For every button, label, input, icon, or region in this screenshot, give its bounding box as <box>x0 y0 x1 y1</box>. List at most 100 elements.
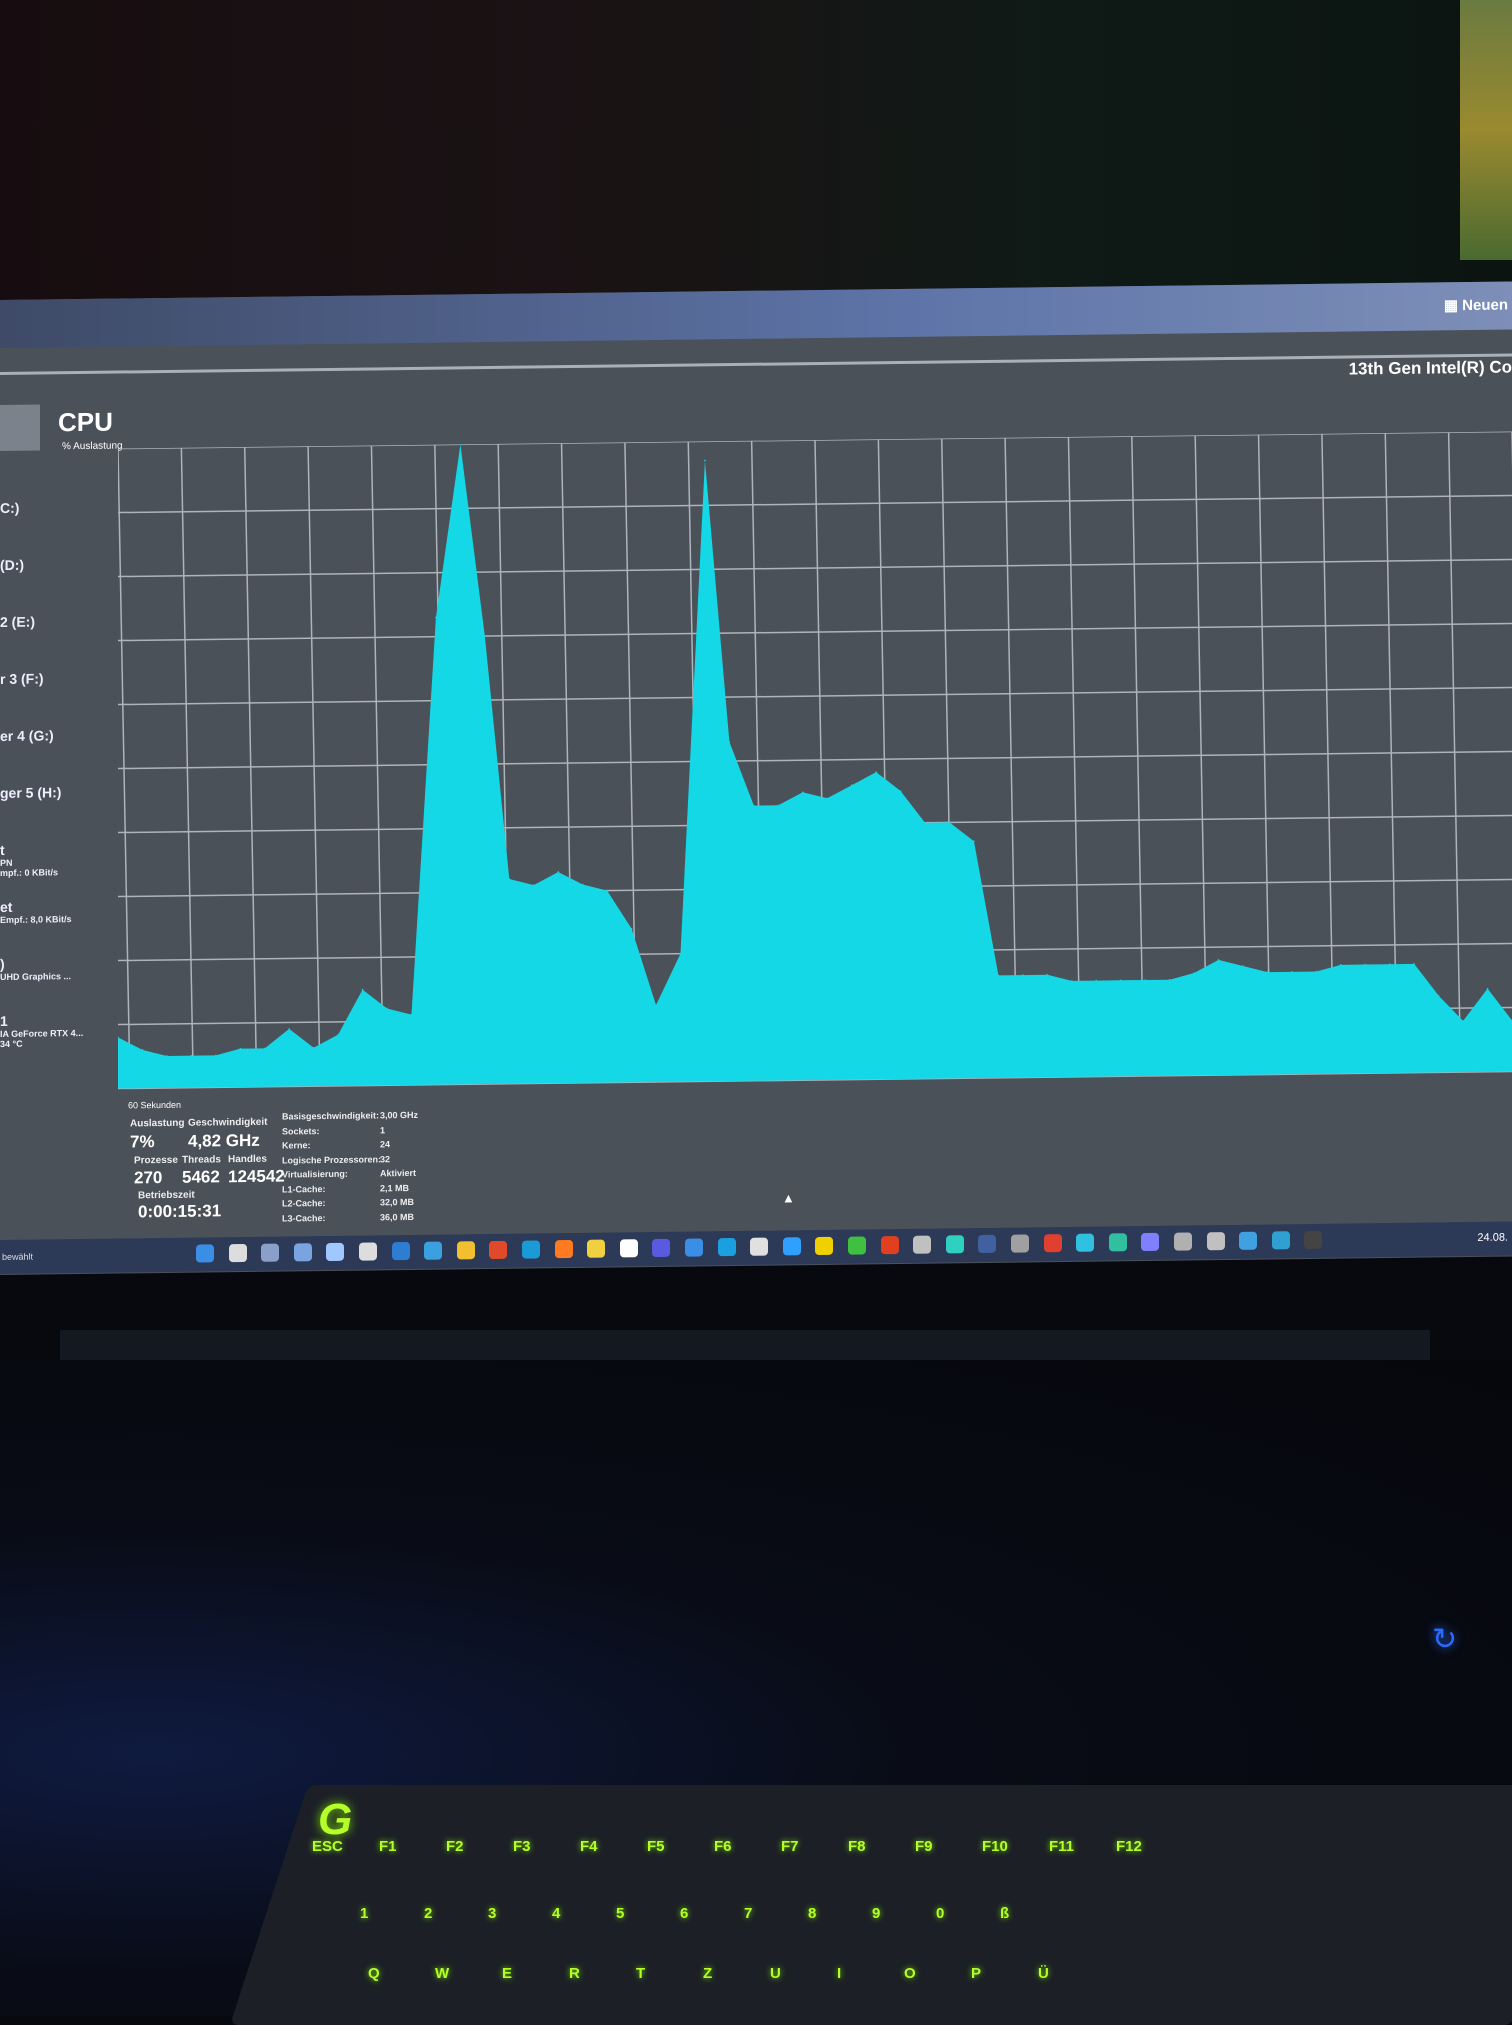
key: Q <box>368 1965 380 1982</box>
data-point <box>728 741 731 743</box>
taskbar-app-icon[interactable] <box>978 1234 997 1254</box>
data-point <box>459 443 462 446</box>
cpu-usage-area <box>118 444 1512 1089</box>
spec-value: Aktiviert <box>380 1167 417 1179</box>
key: F11 <box>1049 1838 1075 1855</box>
sidebar-item[interactable]: 2 (E:) <box>0 614 35 630</box>
sidebar-item[interactable]: ) UHD Graphics ... <box>0 955 71 982</box>
taskbar-app-icon[interactable] <box>913 1235 932 1254</box>
taskbar-app-icon[interactable] <box>652 1238 671 1258</box>
taskbar-app-icon[interactable] <box>1206 1232 1225 1251</box>
monitor-screen: ▦ Neuen 13th Gen Intel(R) Co C:) (D:) 2 (E… <box>0 281 1512 1276</box>
data-point <box>1462 1020 1464 1022</box>
spec-value: 3,00 GHz <box>380 1109 419 1121</box>
spec-key: Basisgeschwindigkeit: <box>282 1110 380 1122</box>
key: F2 <box>446 1838 464 1855</box>
taskbar-app-icon[interactable] <box>261 1243 280 1262</box>
taskbar-app-icon[interactable] <box>685 1238 703 1257</box>
data-point <box>166 1055 168 1057</box>
taskbar-app-icon[interactable] <box>391 1241 410 1261</box>
key: Z <box>703 1965 713 1982</box>
data-point <box>1046 974 1049 976</box>
new-task-button[interactable]: ▦ Neuen <box>1443 296 1508 315</box>
sidebar-item[interactable]: ger 5 (H:) <box>0 784 61 801</box>
data-point <box>753 804 755 807</box>
data-point <box>1095 979 1098 982</box>
sidebar-item[interactable]: et Empf.: 8,0 KBit/s <box>0 898 72 925</box>
sidebar-selected-item[interactable] <box>0 404 40 451</box>
grid-line <box>118 622 1512 642</box>
taskbar-app-icon[interactable] <box>782 1237 801 1256</box>
data-point <box>1193 972 1195 974</box>
cpu-model: 13th Gen Intel(R) Co <box>1348 357 1512 379</box>
spec-value: 32 <box>380 1153 391 1164</box>
taskbar-app-icon[interactable] <box>1011 1234 1029 1253</box>
taskbar-app-icon[interactable] <box>717 1238 736 1257</box>
sidebar-item[interactable]: er 4 (G:) <box>0 727 54 744</box>
sidebar-item[interactable]: r 3 (F:) <box>0 670 44 687</box>
monitor-stand <box>60 1330 1430 1360</box>
sidebar-item-detail: 34 °C <box>0 1038 23 1049</box>
data-point <box>997 974 1000 977</box>
uptime-value: 0:00:15:31 <box>138 1201 222 1222</box>
sidebar-item-label: er 4 (G:) <box>0 727 54 744</box>
data-point <box>606 889 608 892</box>
key: 6 <box>680 1905 689 1922</box>
sidebar-item[interactable]: 1 IA GeForce RTX 4... 34 °C <box>0 1012 83 1049</box>
taskbar-app-icon[interactable] <box>293 1243 312 1262</box>
taskbar-app-icon[interactable] <box>1239 1231 1258 1250</box>
taskbar-app-icon[interactable] <box>587 1239 606 1258</box>
taskbar-app-icon[interactable] <box>326 1242 345 1262</box>
data-point <box>630 927 633 930</box>
key: 0 <box>936 1905 945 1922</box>
data-point <box>557 871 560 873</box>
threads-label: Threads <box>182 1154 221 1166</box>
taskbar-app-icon[interactable] <box>619 1239 638 1258</box>
data-point <box>581 883 584 886</box>
key: Ü <box>1038 1965 1049 1982</box>
sidebar-item[interactable]: C:) <box>0 500 19 516</box>
processes-label: Prozesse <box>134 1154 178 1167</box>
key: 2 <box>424 1905 433 1922</box>
data-point <box>1168 978 1171 981</box>
taskbar-app-icon[interactable] <box>424 1241 443 1260</box>
sidebar-item-label: 1 <box>0 1012 8 1029</box>
taskbar-app-icon[interactable] <box>196 1244 214 1263</box>
key: F8 <box>848 1838 866 1855</box>
taskbar-app-icon[interactable] <box>880 1236 899 1255</box>
taskbar-app-icon[interactable] <box>1076 1233 1095 1252</box>
sidebar-item-label: ) <box>0 955 5 972</box>
taskbar-app-icon[interactable] <box>750 1237 769 1256</box>
sidebar-item-label: C:) <box>0 499 20 516</box>
processes-value: 270 <box>134 1168 163 1188</box>
taskbar-app-icon[interactable] <box>1108 1233 1127 1252</box>
utilization-label: Auslastung <box>130 1117 185 1130</box>
taskbar-clock[interactable]: 24.08. <box>1477 1231 1508 1244</box>
taskbar-app-icon[interactable] <box>489 1240 508 1260</box>
data-point <box>801 791 804 793</box>
taskbar-app-icon[interactable] <box>1043 1234 1062 1253</box>
taskbar-app-icon[interactable] <box>228 1243 247 1263</box>
taskbar: bewählt 24.08. <box>0 1221 1512 1274</box>
taskbar-app-icon[interactable] <box>815 1236 834 1256</box>
data-point <box>948 821 951 824</box>
window-plant <box>1460 0 1512 260</box>
taskbar-app-icon[interactable] <box>848 1236 866 1255</box>
taskbar-app-icon[interactable] <box>1174 1232 1192 1251</box>
spec-key: Kerne: <box>282 1140 311 1151</box>
taskbar-app-icon[interactable] <box>1304 1230 1323 1250</box>
taskbar-app-icon[interactable] <box>522 1240 540 1259</box>
data-point <box>484 635 486 637</box>
taskbar-app-icon[interactable] <box>359 1242 377 1261</box>
key: ESC <box>312 1838 343 1855</box>
taskbar-app-icon[interactable] <box>554 1240 573 1259</box>
taskbar-app-icon[interactable] <box>456 1241 475 1260</box>
sidebar-item[interactable]: (D:) <box>0 557 24 573</box>
key: F4 <box>580 1838 598 1855</box>
spec-value: 32,0 MB <box>380 1196 415 1208</box>
taskbar-app-icon[interactable] <box>945 1235 964 1254</box>
taskbar-app-icon[interactable] <box>1271 1231 1290 1250</box>
key: 7 <box>744 1905 753 1922</box>
sidebar-item[interactable]: t PN mpf.: 0 KBit/s <box>0 841 58 878</box>
taskbar-app-icon[interactable] <box>1141 1232 1160 1252</box>
